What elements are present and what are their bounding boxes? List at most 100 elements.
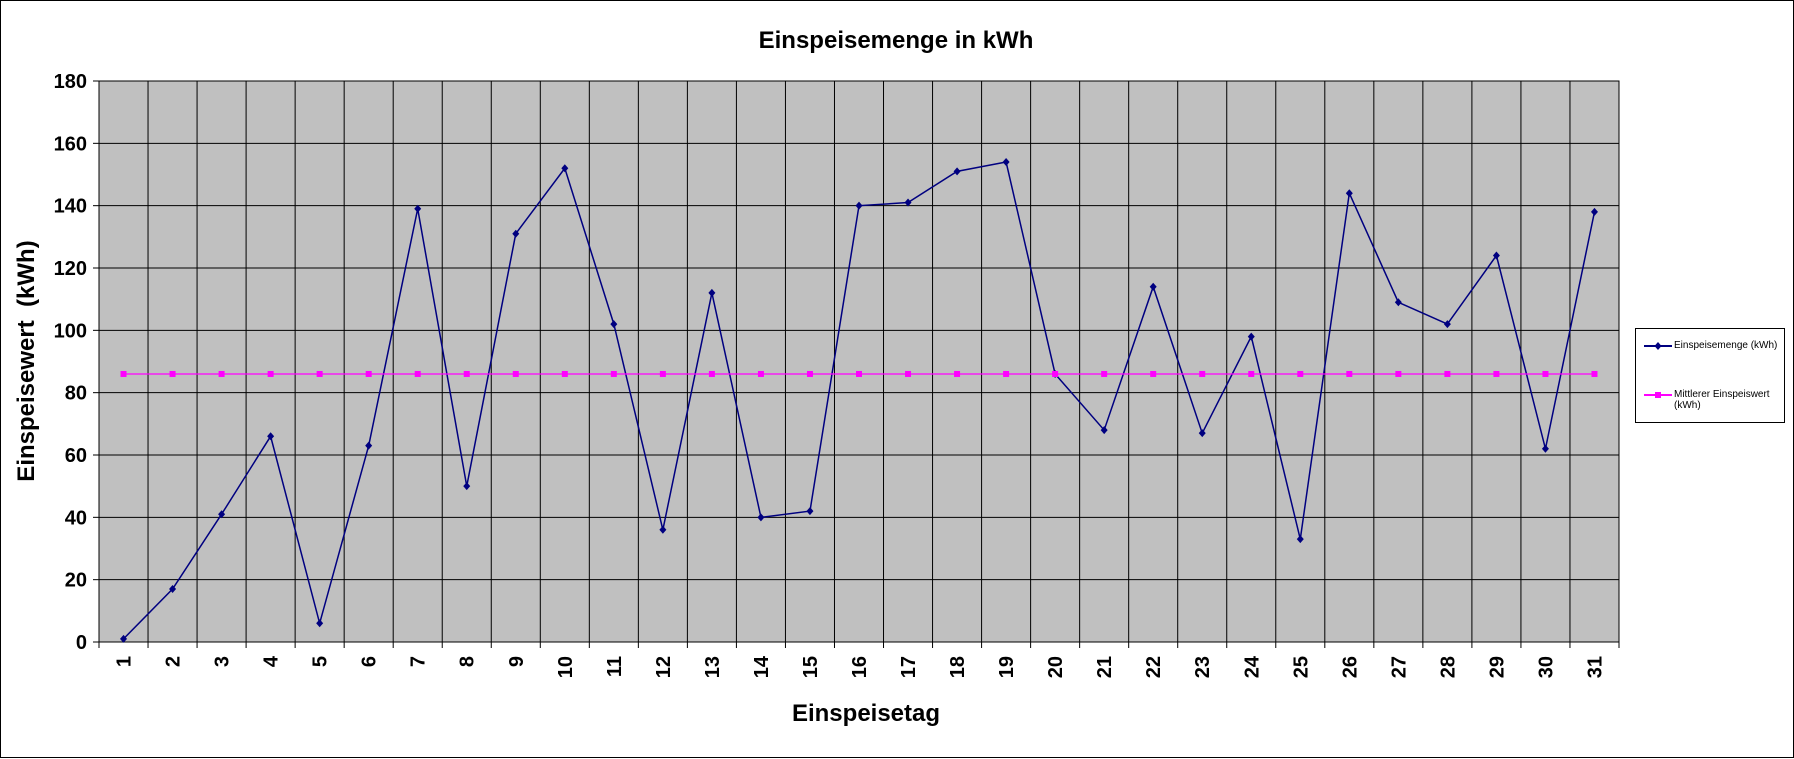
x-tick-label: 27 xyxy=(1388,656,1410,678)
plot-area xyxy=(98,80,1620,643)
legend-item-einspeisemenge: Einspeisemenge (kWh) xyxy=(1644,340,1779,352)
data-point-einspeisemenge xyxy=(757,513,765,522)
x-axis-title: Einspeisetag xyxy=(792,700,940,727)
x-tick-label: 3 xyxy=(212,656,234,667)
data-point-einspeisemenge xyxy=(463,482,471,491)
data-point-einspeisemenge xyxy=(855,201,863,210)
legend: Einspeisemenge (kWh) Mittlerer Einspeisw… xyxy=(1635,328,1785,423)
data-point-einspeisemenge xyxy=(1492,251,1500,260)
y-axis-title: Einspeisewert (kWh) xyxy=(13,240,40,481)
data-point-einspeisemenge xyxy=(120,634,128,643)
x-tick-label: 5 xyxy=(310,656,332,667)
x-tick-label: 18 xyxy=(947,656,969,678)
y-tick-label: 120 xyxy=(54,258,87,280)
data-point-mittlerer xyxy=(1150,370,1157,377)
data-point-einspeisemenge xyxy=(267,432,275,441)
data-point-mittlerer xyxy=(1493,370,1500,377)
x-axis: 1 2 3 4 5 6 7 8 9 10 11 12 13 14 15 16 17 18 19 20 21 22 23 24 2… xyxy=(98,641,1620,678)
x-tick-label: 31 xyxy=(1584,656,1606,678)
data-point-mittlerer xyxy=(610,370,617,377)
legend-item-mittlerer: Mittlerer Einspeiswert (kWh) xyxy=(1644,389,1779,411)
x-tick-label: 10 xyxy=(555,656,577,678)
x-tick-label: 1 xyxy=(114,656,136,667)
data-point-mittlerer xyxy=(365,370,372,377)
data-point-mittlerer xyxy=(267,370,274,377)
x-tick-label: 25 xyxy=(1290,656,1312,678)
x-tick-label: 29 xyxy=(1486,656,1508,678)
data-point-einspeisemenge xyxy=(561,164,569,173)
x-tick-label: 6 xyxy=(359,656,381,667)
x-tick-label: 20 xyxy=(1045,656,1067,678)
data-point-mittlerer xyxy=(757,370,764,377)
data-point-mittlerer xyxy=(954,370,961,377)
x-tick-label: 9 xyxy=(506,656,528,667)
x-tick-label: 28 xyxy=(1437,656,1459,678)
data-point-mittlerer xyxy=(659,370,666,377)
data-point-einspeisemenge xyxy=(953,167,961,176)
data-point-mittlerer xyxy=(1248,370,1255,377)
data-point-einspeisemenge xyxy=(169,585,177,594)
data-point-mittlerer xyxy=(218,370,225,377)
data-point-einspeisemenge xyxy=(1149,282,1157,291)
data-point-mittlerer xyxy=(905,370,912,377)
x-tick-label: 4 xyxy=(261,655,283,667)
data-point-einspeisemenge xyxy=(512,229,520,238)
x-tick-label: 15 xyxy=(800,656,822,678)
legend-label-einspeisemenge: Einspeisemenge (kWh) xyxy=(1674,340,1778,351)
data-point-mittlerer xyxy=(1101,370,1108,377)
data-point-mittlerer xyxy=(316,370,323,377)
y-tick-label: 160 xyxy=(54,133,87,155)
legend-label-mittlerer: Mittlerer Einspeiswert (kWh) xyxy=(1674,389,1770,411)
y-tick-label: 60 xyxy=(65,445,87,467)
data-point-einspeisemenge xyxy=(365,441,373,450)
data-point-einspeisemenge xyxy=(1002,158,1010,167)
y-tick-label: 20 xyxy=(65,570,87,592)
data-point-mittlerer xyxy=(1199,370,1206,377)
data-point-einspeisemenge xyxy=(1296,535,1304,544)
x-tick-label: 19 xyxy=(996,656,1018,678)
x-tick-label: 8 xyxy=(457,656,479,667)
data-point-einspeisemenge xyxy=(1247,332,1255,341)
x-tick-label: 16 xyxy=(849,656,871,678)
data-point-mittlerer xyxy=(512,370,519,377)
data-point-einspeisemenge xyxy=(708,288,716,297)
data-point-mittlerer xyxy=(708,370,715,377)
data-point-einspeisemenge xyxy=(904,198,912,207)
data-point-mittlerer xyxy=(1444,370,1451,377)
data-point-einspeisemenge xyxy=(1198,429,1206,438)
data-point-einspeisemenge xyxy=(610,320,618,329)
data-point-einspeisemenge xyxy=(806,507,814,516)
legend-swatch-einspeisemenge xyxy=(1644,340,1672,352)
data-point-mittlerer xyxy=(561,370,568,377)
x-tick-label: 11 xyxy=(604,656,626,677)
data-point-einspeisemenge xyxy=(1443,320,1451,329)
x-tick-label: 30 xyxy=(1535,656,1557,678)
data-point-einspeisemenge xyxy=(659,525,667,534)
y-axis: 0 20 40 60 80 100 120 140 160 180 xyxy=(54,71,100,654)
x-tick-label: 22 xyxy=(1143,656,1165,678)
data-point-mittlerer xyxy=(1395,370,1402,377)
x-tick-label: 13 xyxy=(702,656,724,678)
data-point-mittlerer xyxy=(414,370,421,377)
data-point-einspeisemenge xyxy=(316,619,324,628)
chart-title: Einspeisemenge in kWh xyxy=(759,27,1034,54)
x-tick-label: 2 xyxy=(163,656,185,667)
data-point-mittlerer xyxy=(1542,370,1549,377)
y-tick-label: 100 xyxy=(54,320,87,342)
x-tick-label: 7 xyxy=(408,656,430,667)
y-tick-label: 80 xyxy=(65,383,87,405)
data-point-mittlerer xyxy=(169,370,176,377)
data-point-einspeisemenge xyxy=(1541,444,1549,453)
data-point-mittlerer xyxy=(1052,370,1059,377)
x-tick-label: 26 xyxy=(1339,656,1361,678)
x-tick-label: 21 xyxy=(1094,656,1116,678)
data-point-mittlerer xyxy=(1003,370,1010,377)
x-tick-label: 12 xyxy=(653,656,675,678)
data-point-mittlerer xyxy=(806,370,813,377)
data-point-einspeisemenge xyxy=(1394,298,1402,307)
data-point-mittlerer xyxy=(463,370,470,377)
data-point-mittlerer xyxy=(856,370,862,377)
series-layer xyxy=(120,158,1598,643)
